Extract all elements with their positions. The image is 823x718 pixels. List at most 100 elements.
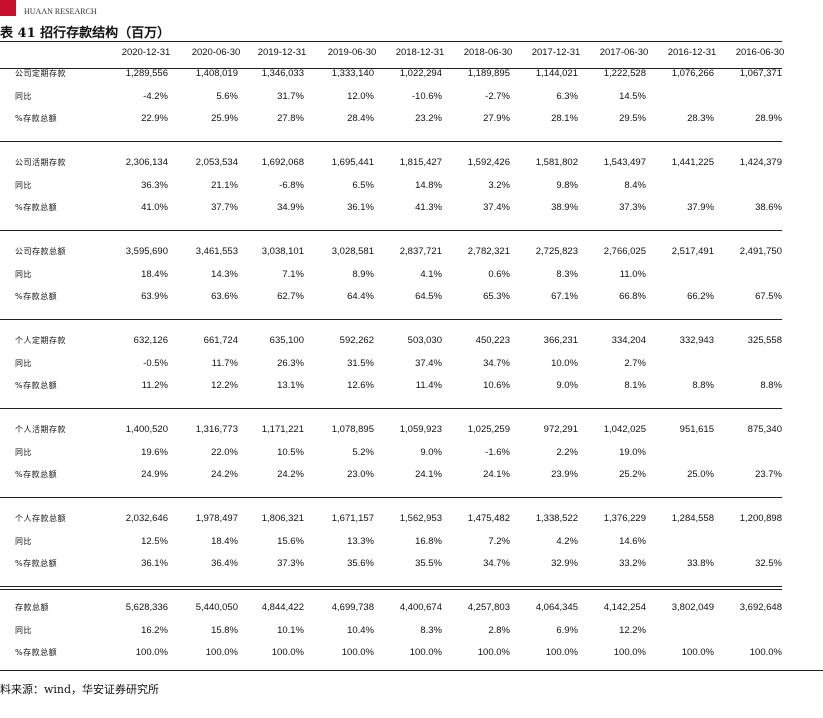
cell: 1,806,321 bbox=[261, 513, 304, 524]
bottom-rule bbox=[0, 670, 823, 671]
cell: 33.8% bbox=[687, 558, 714, 569]
cell: 100.0% bbox=[681, 647, 714, 658]
row-label: %存款总额 bbox=[15, 114, 58, 123]
cell: 7.2% bbox=[488, 535, 510, 547]
cell: 23.0% bbox=[347, 469, 374, 480]
cell: 64.5% bbox=[415, 291, 442, 302]
column-header: 2016-12-31 bbox=[667, 47, 717, 58]
cell: 6.9% bbox=[556, 624, 578, 636]
cell: 3,692,648 bbox=[739, 602, 782, 613]
column-header: 2017-06-30 bbox=[599, 47, 649, 58]
row-label: 个人存款总额 bbox=[15, 514, 66, 523]
cell: 661,724 bbox=[203, 335, 238, 346]
cell: 100.0% bbox=[613, 647, 646, 658]
cell: 35.6% bbox=[347, 558, 374, 569]
cell: 632,126 bbox=[133, 335, 168, 346]
cell: 5.2% bbox=[352, 446, 374, 458]
row-label: 个人活期存款 bbox=[15, 425, 66, 434]
cell: 28.3% bbox=[687, 113, 714, 124]
cell: 1,067,371 bbox=[739, 68, 782, 79]
cell: 36.1% bbox=[141, 558, 168, 569]
cell: 8.4% bbox=[624, 179, 646, 191]
cell: 1,059,923 bbox=[399, 424, 442, 435]
cell: 25.9% bbox=[211, 113, 238, 124]
cell: 37.4% bbox=[415, 357, 442, 369]
cell: 6.5% bbox=[352, 179, 374, 191]
cell: 5.6% bbox=[216, 90, 238, 102]
row-label: 同比 bbox=[15, 536, 32, 546]
row-label: 个人定期存款 bbox=[15, 336, 66, 345]
cell: 10.6% bbox=[483, 380, 510, 391]
cell: 4,844,422 bbox=[261, 602, 304, 613]
row-label: 公司活期存款 bbox=[15, 158, 66, 167]
cell: 28.1% bbox=[551, 113, 578, 124]
cell: 12.5% bbox=[141, 535, 168, 547]
cell: 36.3% bbox=[141, 179, 168, 191]
cell: 64.4% bbox=[347, 291, 374, 302]
group-rule bbox=[0, 141, 782, 142]
logo-subtitle: HUAAN RESEARCH bbox=[24, 7, 97, 16]
cell: 36.1% bbox=[347, 202, 374, 213]
cell: 25.0% bbox=[687, 469, 714, 480]
cell: 100.0% bbox=[477, 647, 510, 658]
row-label: 同比 bbox=[15, 180, 32, 190]
cell: 3,461,553 bbox=[195, 246, 238, 257]
row-label: 公司存款总额 bbox=[15, 247, 66, 256]
column-header: 2020-06-30 bbox=[191, 47, 241, 58]
cell: 16.2% bbox=[141, 624, 168, 636]
cell: 14.5% bbox=[619, 90, 646, 102]
row-label: %存款总额 bbox=[15, 559, 58, 568]
table-title: 表 41 招行存款结构（百万） bbox=[0, 26, 171, 41]
cell: 32.5% bbox=[755, 558, 782, 569]
row-label: %存款总额 bbox=[15, 648, 58, 657]
source-note: 料来源：wind，华安证券研究所 bbox=[0, 683, 160, 696]
cell: 1,289,556 bbox=[125, 68, 168, 79]
cell: 334,204 bbox=[611, 335, 646, 346]
cell: 33.2% bbox=[619, 558, 646, 569]
cell: 0.6% bbox=[488, 268, 510, 280]
cell: 66.8% bbox=[619, 291, 646, 302]
cell: 22.9% bbox=[141, 113, 168, 124]
cell: 1,022,294 bbox=[399, 68, 442, 79]
cell: 1,042,025 bbox=[603, 424, 646, 435]
row-label: %存款总额 bbox=[15, 381, 58, 390]
cell: 450,223 bbox=[475, 335, 510, 346]
cell: 25.2% bbox=[619, 469, 646, 480]
cell: 9.0% bbox=[420, 446, 442, 458]
column-header: 2018-12-31 bbox=[395, 47, 445, 58]
row-label: 同比 bbox=[15, 358, 32, 368]
cell: 1,815,427 bbox=[399, 157, 442, 168]
cell: 19.0% bbox=[619, 446, 646, 458]
cell: 2,766,025 bbox=[603, 246, 646, 257]
cell: 3,038,101 bbox=[261, 246, 304, 257]
cell: 10.4% bbox=[347, 624, 374, 636]
cell: 14.6% bbox=[619, 535, 646, 547]
cell: 4.2% bbox=[556, 535, 578, 547]
cell: 15.6% bbox=[277, 535, 304, 547]
cell: 12.6% bbox=[347, 380, 374, 391]
cell: 592,262 bbox=[339, 335, 374, 346]
cell: 23.9% bbox=[551, 469, 578, 480]
cell: 13.1% bbox=[277, 380, 304, 391]
cell: -0.5% bbox=[143, 357, 168, 369]
cell: 41.0% bbox=[141, 202, 168, 213]
cell: 2,491,750 bbox=[739, 246, 782, 257]
column-header: 2017-12-31 bbox=[531, 47, 581, 58]
cell: 1,346,033 bbox=[261, 68, 304, 79]
cell: 28.4% bbox=[347, 113, 374, 124]
cell: 8.1% bbox=[624, 380, 646, 391]
cell: 1,562,953 bbox=[399, 513, 442, 524]
cell: 1,543,497 bbox=[603, 157, 646, 168]
cell: -4.2% bbox=[143, 90, 168, 102]
cell: 37.7% bbox=[211, 202, 238, 213]
cell: 34.7% bbox=[483, 357, 510, 369]
cell: 3.2% bbox=[488, 179, 510, 191]
group-rule bbox=[0, 319, 782, 320]
cell: -2.7% bbox=[485, 90, 510, 102]
cell: 34.9% bbox=[277, 202, 304, 213]
cell: 4,257,803 bbox=[467, 602, 510, 613]
cell: 24.2% bbox=[277, 469, 304, 480]
cell: 15.8% bbox=[211, 624, 238, 636]
cell: 23.7% bbox=[755, 469, 782, 480]
cell: 5,628,336 bbox=[125, 602, 168, 613]
